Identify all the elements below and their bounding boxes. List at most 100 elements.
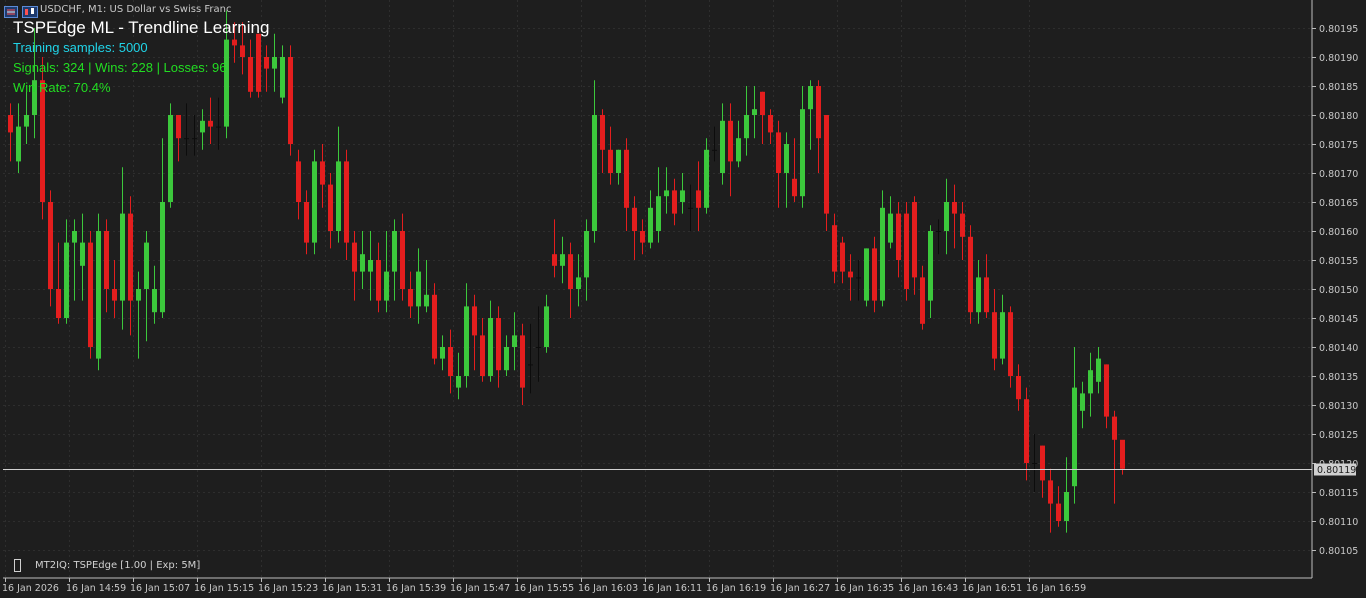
candle[interactable]	[56, 242, 61, 324]
chart-candles-icon[interactable]	[22, 3, 38, 18]
candle[interactable]	[192, 115, 197, 156]
candle[interactable]	[784, 132, 789, 208]
candle[interactable]	[896, 202, 901, 278]
candle[interactable]	[296, 149, 301, 220]
candle[interactable]	[760, 91, 765, 144]
candle[interactable]	[560, 236, 565, 284]
candle[interactable]	[384, 231, 389, 313]
candle[interactable]	[520, 323, 525, 405]
candle[interactable]	[1120, 439, 1125, 475]
candle[interactable]	[656, 167, 661, 243]
candle[interactable]	[264, 45, 269, 92]
candle[interactable]	[416, 248, 421, 324]
candle[interactable]	[480, 318, 485, 382]
candle[interactable]	[960, 202, 965, 260]
candle[interactable]	[288, 45, 293, 156]
candle[interactable]	[576, 254, 581, 307]
candle[interactable]	[968, 225, 973, 324]
candle[interactable]	[488, 300, 493, 382]
candle[interactable]	[152, 265, 157, 324]
candle[interactable]	[1088, 352, 1093, 417]
candle[interactable]	[552, 219, 557, 278]
candle[interactable]	[920, 265, 925, 330]
candle[interactable]	[848, 254, 853, 301]
candle[interactable]	[528, 323, 533, 394]
candle[interactable]	[904, 202, 909, 301]
candle[interactable]	[360, 231, 365, 289]
candle[interactable]	[304, 190, 309, 255]
candle[interactable]	[928, 225, 933, 318]
candle[interactable]	[72, 219, 77, 301]
candle[interactable]	[768, 109, 773, 144]
candle[interactable]	[1024, 387, 1029, 481]
candle[interactable]	[1008, 306, 1013, 388]
candle[interactable]	[792, 138, 797, 202]
candle[interactable]	[8, 103, 13, 162]
candle[interactable]	[280, 45, 285, 104]
candle[interactable]	[1072, 347, 1077, 504]
candle[interactable]	[40, 57, 45, 220]
candle[interactable]	[352, 231, 357, 301]
candle[interactable]	[1040, 445, 1045, 498]
candle[interactable]	[1080, 381, 1085, 429]
candle[interactable]	[992, 289, 997, 371]
candle[interactable]	[456, 352, 461, 400]
candle[interactable]	[496, 306, 501, 388]
candle[interactable]	[632, 196, 637, 260]
candle[interactable]	[448, 329, 453, 394]
candle[interactable]	[1000, 294, 1005, 365]
candle[interactable]	[832, 213, 837, 284]
candle[interactable]	[704, 138, 709, 214]
candle[interactable]	[712, 126, 717, 162]
candle[interactable]	[312, 149, 317, 255]
candle[interactable]	[744, 86, 749, 156]
candle[interactable]	[432, 283, 437, 365]
price-axis[interactable]: 0.80195 0.80190 0.80185 0.80180 0.80175 0.801…	[1312, 24, 1358, 557]
candle[interactable]	[216, 97, 221, 150]
candle[interactable]	[248, 39, 253, 98]
candle[interactable]	[720, 103, 725, 185]
candles[interactable]	[8, 10, 1125, 533]
candle[interactable]	[976, 260, 981, 324]
candle[interactable]	[672, 178, 677, 226]
candle[interactable]	[392, 219, 397, 301]
candle[interactable]	[728, 103, 733, 197]
candle[interactable]	[680, 173, 685, 214]
candle[interactable]	[840, 236, 845, 284]
candle[interactable]	[568, 242, 573, 318]
candle[interactable]	[368, 231, 373, 301]
candle[interactable]	[752, 86, 757, 139]
candle[interactable]	[256, 33, 261, 98]
candle[interactable]	[1112, 410, 1117, 504]
candle[interactable]	[696, 161, 701, 231]
candle[interactable]	[208, 97, 213, 144]
candle[interactable]	[48, 190, 53, 307]
candle[interactable]	[344, 149, 349, 260]
chart-bars-icon[interactable]	[4, 3, 18, 18]
candle[interactable]	[16, 103, 21, 173]
candle[interactable]	[872, 236, 877, 313]
candle[interactable]	[112, 260, 117, 318]
candle[interactable]	[664, 167, 669, 214]
candle[interactable]	[584, 219, 589, 301]
candle[interactable]	[888, 196, 893, 249]
candle[interactable]	[624, 138, 629, 231]
candle[interactable]	[688, 184, 693, 231]
candle[interactable]	[808, 80, 813, 150]
candle[interactable]	[224, 10, 229, 139]
candle[interactable]	[88, 231, 93, 359]
candle[interactable]	[800, 86, 805, 208]
candle[interactable]	[104, 219, 109, 313]
candle[interactable]	[816, 80, 821, 173]
candle[interactable]	[24, 91, 29, 144]
candle[interactable]	[776, 120, 781, 208]
candle[interactable]	[1032, 434, 1037, 492]
candle[interactable]	[128, 196, 133, 336]
candle[interactable]	[592, 80, 597, 243]
candle[interactable]	[512, 312, 517, 371]
candle[interactable]	[616, 149, 621, 185]
candle[interactable]	[936, 219, 941, 255]
candle[interactable]	[96, 213, 101, 371]
candle[interactable]	[544, 294, 549, 353]
